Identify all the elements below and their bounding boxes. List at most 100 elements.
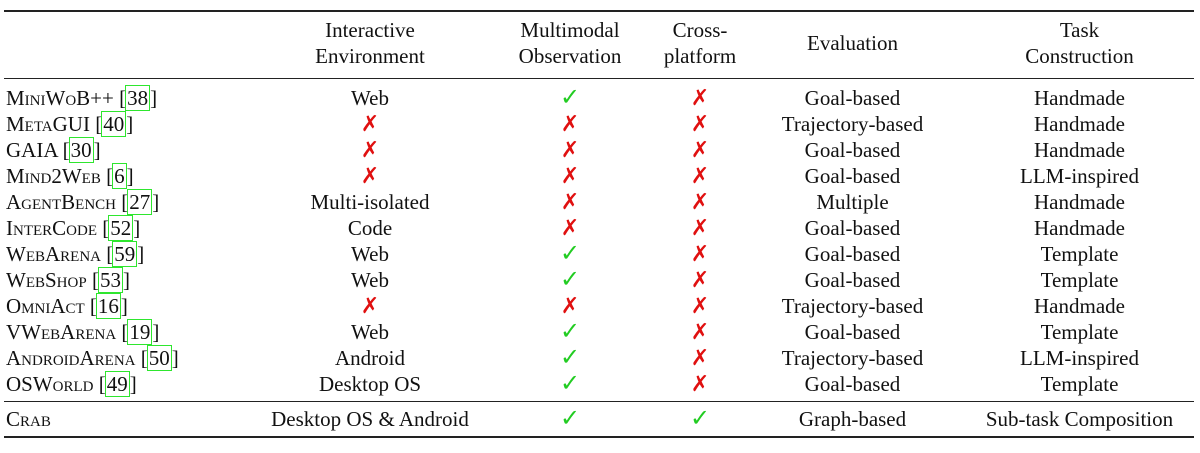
multimodal-observation-check-icon: ✓ <box>559 319 581 345</box>
evaluation: Goal-based <box>804 164 901 188</box>
table-row: WebArena [59] Web ✓ ✗ Goal-based Template <box>4 241 1194 267</box>
evaluation: Multiple <box>816 190 889 214</box>
benchmark-label: AgentBench <box>6 190 116 214</box>
task-construction: Template <box>1040 372 1119 396</box>
interactive-environment: Desktop OS <box>318 372 422 396</box>
interactive-environment: Web <box>351 320 389 344</box>
header-multimodal-observation: Multimodal Observation <box>480 11 660 79</box>
citation-link[interactable]: 53 <box>97 267 123 293</box>
interactive-environment: Android <box>335 346 405 370</box>
multimodal-observation-check-icon: ✓ <box>559 267 581 293</box>
benchmark-name: GAIA [30] <box>6 137 101 163</box>
task-construction: LLM-inspired <box>1020 346 1139 370</box>
header-text: platform <box>663 44 737 68</box>
table-row: VWebArena [19] Web ✓ ✗ Goal-based Template <box>4 319 1194 345</box>
evaluation: Goal-based <box>804 138 901 162</box>
evaluation: Trajectory-based <box>781 112 924 136</box>
citation-link[interactable]: 16 <box>95 293 121 319</box>
header-text: Construction <box>1025 44 1134 68</box>
benchmark-comparison-table: Interactive Environment Multimodal Observat… <box>4 10 1194 438</box>
table-row: OSWorld [49] Desktop OS ✓ ✗ Goal-based Templa… <box>4 371 1194 402</box>
benchmark-label: AndroidArena <box>6 346 136 370</box>
ours-section: Crab Desktop OS & Android ✓ ✓ Graph-base… <box>4 401 1194 437</box>
cross-platform-cross-icon: ✗ <box>690 137 710 162</box>
benchmark-label: WebShop <box>6 268 87 292</box>
cross-platform-check-icon: ✓ <box>689 406 711 432</box>
header-text: Observation <box>518 44 622 68</box>
benchmark-label: MetaGUI <box>6 112 90 136</box>
citation-link[interactable]: 6 <box>112 163 127 189</box>
interactive-environment: Web <box>351 242 389 266</box>
citation-link[interactable]: 27 <box>127 189 153 215</box>
header-text: Interactive <box>325 18 415 42</box>
evaluation: Graph-based <box>798 407 907 431</box>
benchmark-name: VWebArena [19] <box>6 319 160 345</box>
table-row: Mind2Web [6] ✗ ✗ ✗ Goal-based LLM-inspired <box>4 163 1194 189</box>
cross-platform-cross-icon: ✗ <box>690 163 710 188</box>
benchmark-name: WebShop [53] <box>6 267 130 293</box>
benchmark-label: GAIA <box>6 138 58 162</box>
cross-platform-cross-icon: ✗ <box>690 319 710 344</box>
citation-link[interactable]: 19 <box>127 319 153 345</box>
citation-link[interactable]: 50 <box>146 345 172 371</box>
multimodal-observation-check-icon: ✓ <box>559 371 581 397</box>
interactive-environment: Code <box>347 216 393 240</box>
table-row-crab: Crab Desktop OS & Android ✓ ✓ Graph-base… <box>4 401 1194 437</box>
benchmark-name: MiniWoB++ [38] <box>6 85 158 111</box>
interactive-environment: Web <box>351 268 389 292</box>
table-row: InterCode [52] Code ✗ ✗ Goal-based Handmade <box>4 215 1194 241</box>
task-construction: Template <box>1040 268 1119 292</box>
benchmark-name: AndroidArena [50] <box>6 345 179 371</box>
evaluation: Trajectory-based <box>781 346 924 370</box>
benchmark-name: Mind2Web [6] <box>6 163 134 189</box>
benchmark-label: OSWorld <box>6 372 94 396</box>
task-construction: Handmade <box>1034 86 1125 110</box>
table-row: MetaGUI [40] ✗ ✗ ✗ Trajectory-based Handmade <box>4 111 1194 137</box>
interactive-environment-cross-icon: ✗ <box>360 293 380 318</box>
header-text: Multimodal <box>520 18 620 42</box>
cross-platform-cross-icon: ✗ <box>690 345 710 370</box>
citation-link[interactable]: 38 <box>125 85 151 111</box>
benchmark-label: Mind2Web <box>6 164 101 188</box>
table-row: MiniWoB++ [38] Web ✓ ✗ Goal-based Handmade <box>4 79 1194 111</box>
evaluation: Goal-based <box>804 320 901 344</box>
cross-platform-cross-icon: ✗ <box>690 241 710 266</box>
benchmark-label: OmniAct <box>6 294 85 318</box>
task-construction: Handmade <box>1034 138 1125 162</box>
multimodal-observation-check-icon: ✓ <box>559 241 581 267</box>
table-row: AgentBench [27] Multi-isolated ✗ ✗ Multiple H… <box>4 189 1194 215</box>
cross-platform-cross-icon: ✗ <box>690 371 710 396</box>
interactive-environment-cross-icon: ✗ <box>360 137 380 162</box>
benchmark-name: OmniAct [16] <box>6 293 128 319</box>
header-interactive-environment: Interactive Environment <box>260 11 480 79</box>
citation-link[interactable]: 40 <box>101 111 127 137</box>
citation-link[interactable]: 52 <box>108 215 134 241</box>
header-name <box>4 11 260 79</box>
cross-platform-cross-icon: ✗ <box>690 111 710 136</box>
header-evaluation: Evaluation <box>740 11 965 79</box>
multimodal-observation-cross-icon: ✗ <box>560 111 580 136</box>
interactive-environment: Web <box>351 86 389 110</box>
interactive-environment-cross-icon: ✗ <box>360 163 380 188</box>
interactive-environment: Desktop OS & Android <box>271 407 469 431</box>
task-construction: LLM-inspired <box>1020 164 1139 188</box>
evaluation: Goal-based <box>804 372 901 396</box>
task-construction: Handmade <box>1034 216 1125 240</box>
cross-platform-cross-icon: ✗ <box>690 189 710 214</box>
benchmark-name: Crab <box>6 407 51 431</box>
cross-platform-cross-icon: ✗ <box>690 267 710 292</box>
citation-link[interactable]: 49 <box>104 371 130 397</box>
benchmark-label: WebArena <box>6 242 101 266</box>
interactive-environment-cross-icon: ✗ <box>360 111 380 136</box>
task-construction: Template <box>1040 242 1119 266</box>
citation-link[interactable]: 30 <box>68 137 94 163</box>
header-text: Task <box>1059 18 1100 42</box>
multimodal-observation-check-icon: ✓ <box>559 85 581 111</box>
multimodal-observation-cross-icon: ✗ <box>560 293 580 318</box>
benchmark-label: MiniWoB++ <box>6 86 114 110</box>
multimodal-observation-cross-icon: ✗ <box>560 163 580 188</box>
table-row: WebShop [53] Web ✓ ✗ Goal-based Template <box>4 267 1194 293</box>
benchmark-name: InterCode [52] <box>6 215 141 241</box>
citation-link[interactable]: 59 <box>112 241 138 267</box>
benchmark-rows: MiniWoB++ [38] Web ✓ ✗ Goal-based Handmade Met… <box>4 79 1194 402</box>
